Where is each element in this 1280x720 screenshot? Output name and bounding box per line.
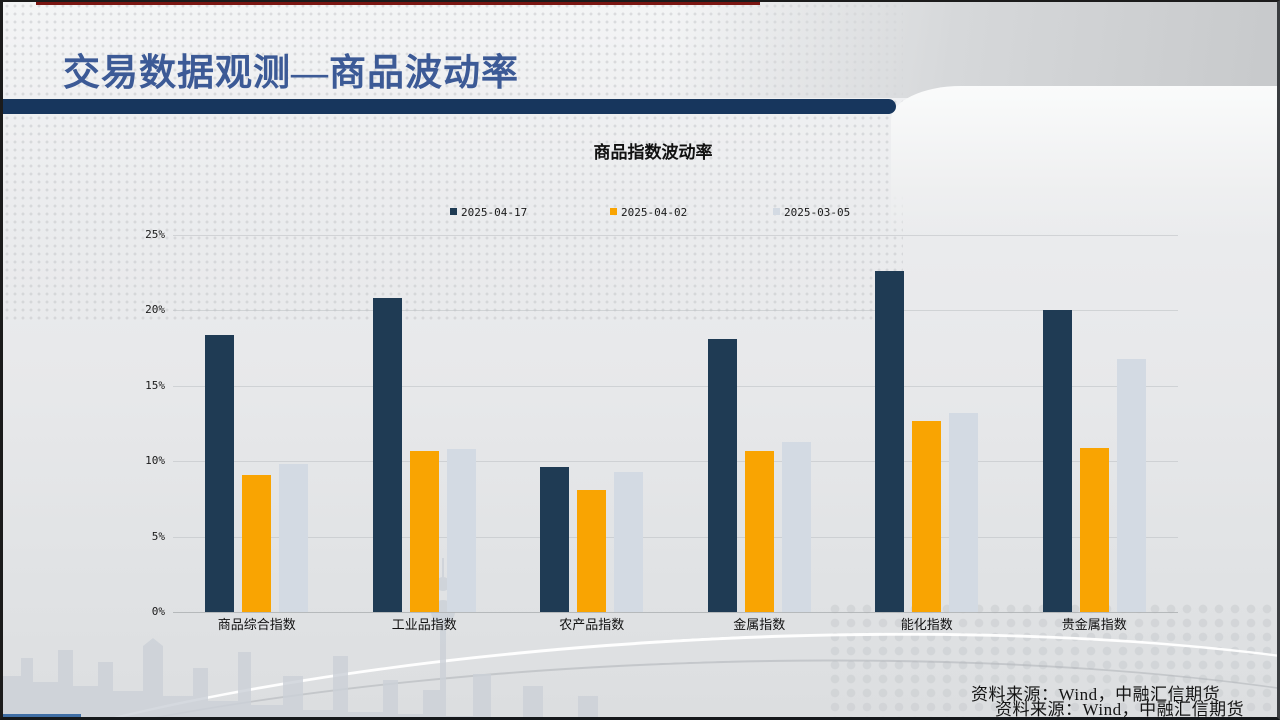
- category-label-金属指数: 金属指数: [733, 618, 786, 633]
- bottom-accent-line: [3, 714, 81, 717]
- bar-2025-04-17-贵金属指数: [1042, 310, 1072, 612]
- legend-swatch-2025-03-05: [773, 208, 780, 215]
- chart-title: 商品指数波动率: [593, 143, 713, 162]
- slide-title: 交易数据观测—商品波动率: [63, 53, 519, 94]
- y-axis-label-0%: 0%: [151, 605, 165, 618]
- bar-2025-04-17-商品综合指数: [205, 334, 235, 612]
- header-gradient-band: [3, 2, 1277, 98]
- bar-group-能化指数: [843, 235, 1011, 612]
- bar-2025-03-05-金属指数: [781, 441, 811, 612]
- gridline-10%: [173, 461, 1178, 463]
- gridline-5%: [173, 536, 1178, 538]
- gridline-15%: [173, 385, 1178, 387]
- source-note: 资料来源：Wind，中融汇信期货: [971, 685, 1221, 704]
- bar-2025-04-02-商品综合指数: [242, 474, 272, 612]
- bar-group-商品综合指数: [173, 235, 341, 612]
- category-label-能化指数: 能化指数: [900, 618, 953, 633]
- bar-2025-04-02-工业品指数: [409, 450, 439, 612]
- bar-2025-04-02-贵金属指数: [1079, 447, 1109, 612]
- legend-swatch-2025-04-17: [450, 208, 457, 215]
- y-axis-label-25%: 25%: [145, 228, 165, 241]
- top-accent-line: [36, 2, 760, 5]
- bar-2025-03-05-能化指数: [949, 412, 979, 612]
- legend-item-2025-04-02: 2025-04-02: [610, 206, 687, 219]
- bar-2025-04-02-农产品指数: [577, 489, 607, 612]
- y-axis-label-10%: 10%: [145, 454, 165, 468]
- bar-group-贵金属指数: [1011, 235, 1179, 612]
- bar-2025-03-05-贵金属指数: [1116, 358, 1146, 612]
- bar-2025-03-05-农产品指数: [614, 471, 644, 612]
- y-axis-label-20%: 20%: [145, 303, 165, 317]
- legend-swatch-2025-04-02: [610, 208, 617, 215]
- bar-2025-04-17-能化指数: [875, 271, 905, 612]
- commodity-volatility-chart: 商品指数波动率 0% 5% 10% 15% 20% 25% 2025-04-17 2025-0…: [3, 2, 1277, 717]
- legend-item-2025-04-17: 2025-04-17: [450, 206, 527, 219]
- category-label-商品综合指数: 商品综合指数: [217, 618, 296, 633]
- category-label-工业品指数: 工业品指数: [391, 618, 457, 633]
- category-label-农产品指数: 农产品指数: [559, 618, 625, 633]
- bar-2025-03-05-商品综合指数: [279, 464, 309, 612]
- gridline-20%: [173, 310, 1178, 312]
- bar-2025-04-17-工业品指数: [372, 298, 402, 612]
- y-axis-label-15%: 15%: [145, 378, 165, 392]
- legend-item-2025-03-05: 2025-03-05: [773, 206, 850, 219]
- bar-2025-03-05-工业品指数: [446, 449, 476, 612]
- bar-group-金属指数: [676, 235, 844, 612]
- bar-2025-04-17-金属指数: [707, 339, 737, 612]
- bar-2025-04-17-农产品指数: [540, 467, 570, 612]
- bar-2025-04-02-金属指数: [744, 450, 774, 612]
- header-right-panel: [891, 86, 1277, 236]
- source-note-duplicate: 资料来源：Wind，中融汇信期货: [995, 700, 1245, 719]
- honeycomb-pattern: [827, 602, 1277, 717]
- gridline-0%: [173, 612, 1178, 613]
- title-underline-bar: [3, 99, 896, 114]
- bar-group-工业品指数: [341, 235, 509, 612]
- category-label-贵金属指数: 贵金属指数: [1061, 618, 1127, 633]
- bar-group-农产品指数: [508, 235, 676, 612]
- bar-2025-04-02-能化指数: [912, 420, 942, 612]
- y-axis-label-5%: 5%: [151, 529, 165, 543]
- gridline-25%: [173, 235, 1178, 236]
